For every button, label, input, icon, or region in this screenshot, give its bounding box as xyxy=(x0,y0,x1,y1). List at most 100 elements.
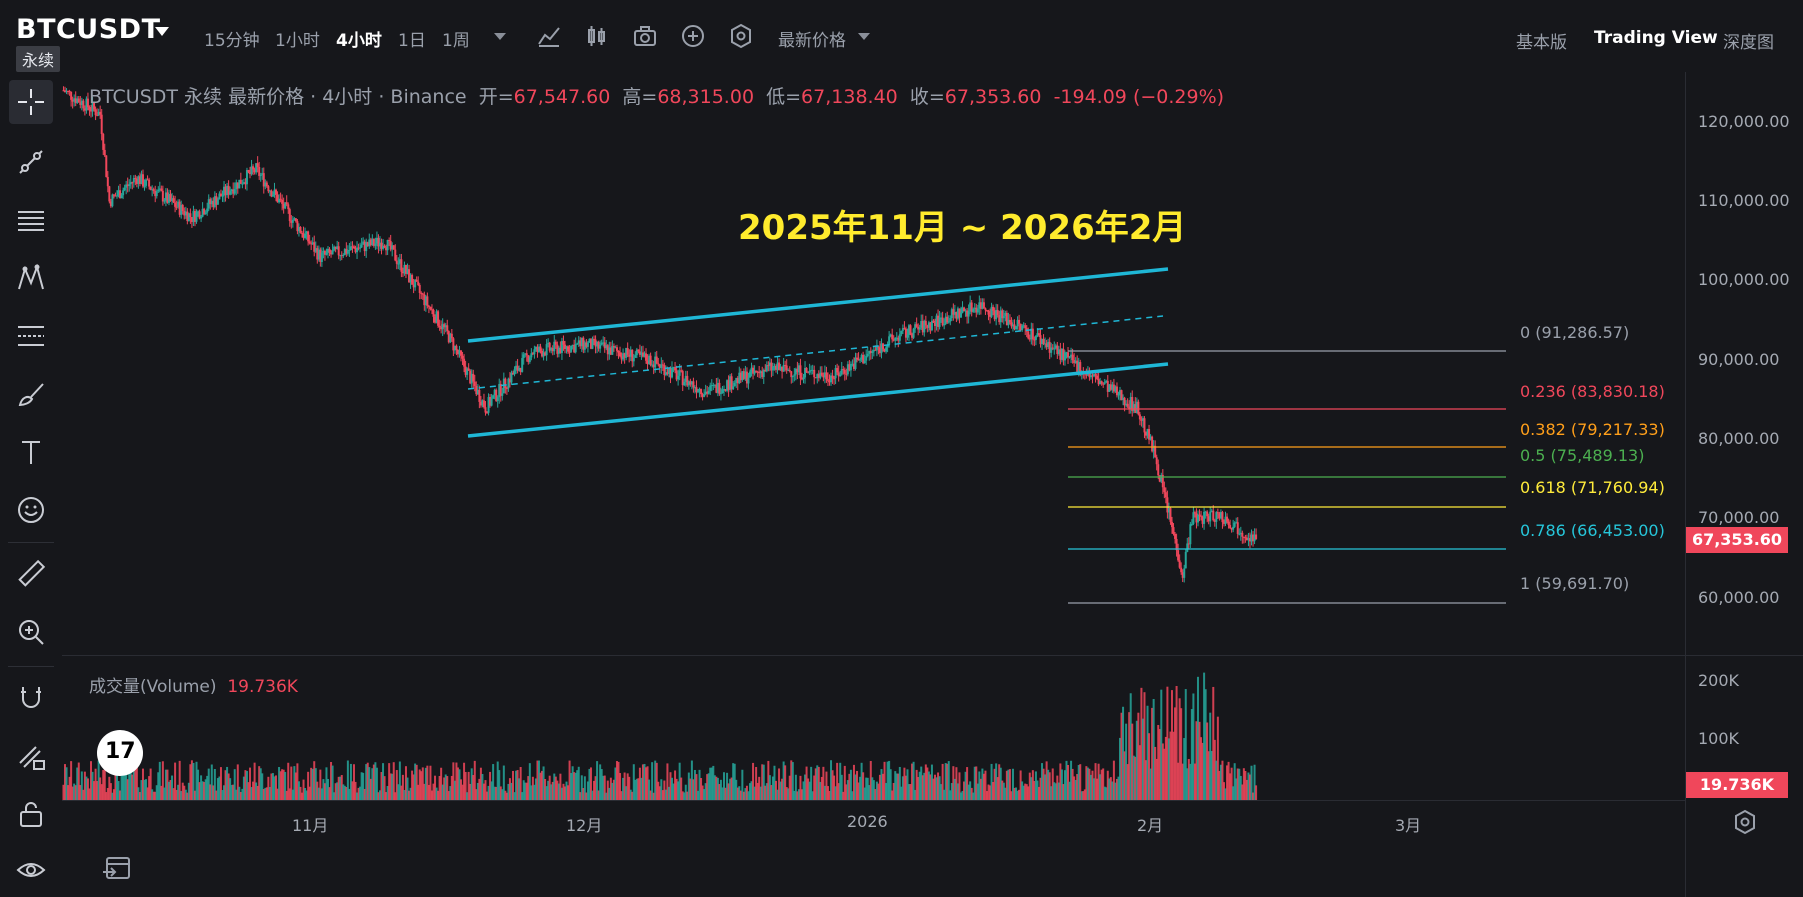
trendline-tool[interactable] xyxy=(9,140,53,184)
volume-bar xyxy=(129,765,132,800)
candle-body xyxy=(437,311,440,326)
candle-body xyxy=(518,367,521,371)
candle-body xyxy=(148,179,151,187)
volume-bar xyxy=(585,792,588,800)
volume-bar xyxy=(440,767,443,800)
candle-body xyxy=(1236,522,1239,534)
volume-bar xyxy=(851,791,854,800)
pane-divider[interactable] xyxy=(62,655,1803,656)
volume-bar xyxy=(745,785,748,800)
candle-body xyxy=(1186,543,1189,552)
timeframe-1h[interactable]: 1小时 xyxy=(275,31,320,51)
view-tradingview-tab[interactable]: Trading View xyxy=(1594,28,1718,48)
candle-body xyxy=(496,397,499,401)
candle-body xyxy=(985,310,988,312)
price-axis[interactable] xyxy=(1685,72,1803,897)
candle-body xyxy=(1031,328,1034,340)
axis-settings-icon[interactable] xyxy=(1731,808,1759,836)
ruler-tool[interactable] xyxy=(9,552,53,596)
volume-bar xyxy=(450,775,453,800)
crosshair-icon xyxy=(18,89,44,115)
text-tool[interactable] xyxy=(9,430,53,474)
volume-bar xyxy=(1059,763,1062,800)
tradingview-logo[interactable]: 17 xyxy=(97,730,143,776)
candle-body xyxy=(1117,394,1120,396)
candle-body xyxy=(1115,386,1118,396)
price-tick: 100,000.00 xyxy=(1698,270,1790,289)
candle-body xyxy=(1033,339,1036,341)
candle-body xyxy=(195,211,198,222)
timeframe-more-icon[interactable] xyxy=(494,33,506,40)
volume-bar xyxy=(1233,763,1236,800)
candle-body xyxy=(1160,474,1163,482)
symbol-name[interactable]: BTCUSDT xyxy=(16,14,161,45)
candle-body xyxy=(458,350,461,355)
add-icon[interactable] xyxy=(679,22,707,50)
candle-body xyxy=(758,371,761,374)
volume-bar xyxy=(778,768,781,800)
volume-bar xyxy=(839,762,842,800)
candle-body xyxy=(1166,497,1169,513)
emoji-tool[interactable] xyxy=(9,488,53,532)
volume-bar xyxy=(556,780,559,800)
camera-icon[interactable] xyxy=(631,22,659,50)
unlock-tool[interactable] xyxy=(9,792,53,836)
volume-bar xyxy=(833,775,836,800)
volume-bar xyxy=(1021,781,1024,800)
pencil-lock-tool[interactable] xyxy=(9,734,53,778)
timeframe-4h[interactable]: 4小时 xyxy=(336,31,382,51)
symbol-dropdown-icon[interactable] xyxy=(155,27,169,36)
candle-body xyxy=(111,194,114,207)
candle-body xyxy=(444,325,447,328)
volume-bar xyxy=(331,765,334,800)
pattern-tool[interactable] xyxy=(9,256,53,300)
volume-bar xyxy=(83,771,86,800)
candle-body xyxy=(848,364,851,371)
timeframe-1d[interactable]: 1日 xyxy=(398,31,426,51)
eye-tool[interactable] xyxy=(9,848,53,892)
candle-body xyxy=(1250,534,1253,542)
candle-body xyxy=(989,314,992,317)
ruler-icon xyxy=(18,559,46,587)
volume-bar xyxy=(628,776,631,800)
magnet-tool[interactable] xyxy=(9,676,53,720)
candle-body xyxy=(1239,532,1242,534)
indicators-icon[interactable] xyxy=(535,22,563,50)
volume-bar xyxy=(464,771,467,800)
candle-body xyxy=(1027,331,1030,339)
settings-icon[interactable] xyxy=(727,22,755,50)
view-basic-tab[interactable]: 基本版 xyxy=(1516,33,1567,53)
crosshair-tool[interactable] xyxy=(9,80,53,124)
fib-tool[interactable] xyxy=(9,314,53,358)
brush-tool[interactable] xyxy=(9,372,53,416)
candle-body xyxy=(77,98,80,103)
volume-bar xyxy=(354,781,357,800)
chart-type-icon[interactable] xyxy=(583,22,611,50)
candle-body xyxy=(603,342,606,349)
volume-bar xyxy=(1221,760,1224,800)
volume-bar xyxy=(1126,764,1129,800)
timeframe-15m[interactable]: 15分钟 xyxy=(204,31,260,51)
candle-body xyxy=(794,368,797,375)
candle-body xyxy=(145,179,148,186)
date-range-icon[interactable] xyxy=(101,853,133,883)
candle-body xyxy=(1224,516,1227,524)
volume-bar xyxy=(773,765,776,800)
candle-body xyxy=(1042,339,1045,344)
volume-bar xyxy=(770,785,773,800)
candle-body xyxy=(580,337,583,347)
timeframe-1w[interactable]: 1周 xyxy=(442,31,470,51)
annotation-text[interactable]: 2025年11月 ~ 2026年2月 xyxy=(738,208,1187,248)
volume-bar xyxy=(513,792,516,800)
zoom-tool[interactable] xyxy=(9,610,53,654)
chart-canvas[interactable] xyxy=(62,72,1685,897)
view-depth-tab[interactable]: 深度图 xyxy=(1723,33,1774,53)
candle-body xyxy=(244,182,247,185)
horizontal-lines-tool[interactable] xyxy=(9,198,53,242)
candle-body xyxy=(953,311,956,315)
candle-body xyxy=(1024,325,1027,329)
price-type-select[interactable]: 最新价格 xyxy=(778,31,846,51)
price-type-dropdown-icon[interactable] xyxy=(858,33,870,40)
candle-body xyxy=(964,310,967,312)
candle-body xyxy=(473,381,476,387)
